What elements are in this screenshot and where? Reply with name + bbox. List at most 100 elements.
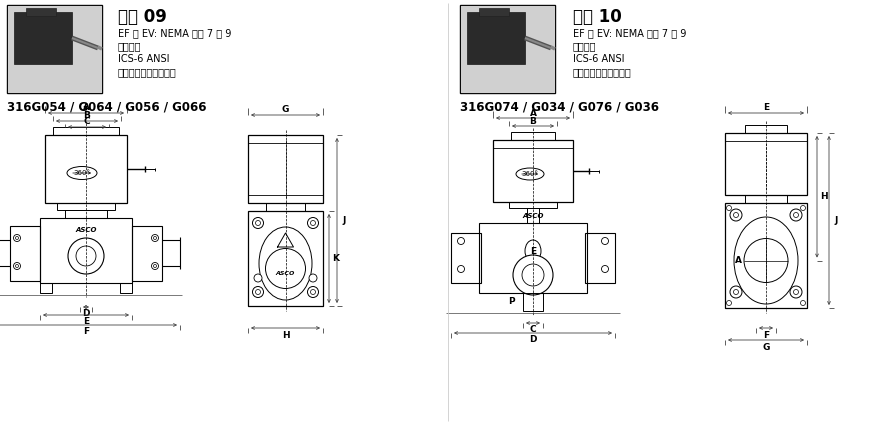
Bar bbox=[527, 208, 539, 223]
Bar bbox=[65, 210, 107, 218]
Bar bbox=[725, 203, 807, 308]
Text: ICS-6 ANSI: ICS-6 ANSI bbox=[118, 54, 169, 64]
Text: ASCO: ASCO bbox=[522, 213, 544, 219]
Circle shape bbox=[727, 206, 731, 210]
Ellipse shape bbox=[67, 167, 97, 179]
Text: A: A bbox=[735, 256, 742, 265]
Text: G: G bbox=[762, 343, 770, 351]
Text: ASCO: ASCO bbox=[75, 227, 97, 233]
Text: J: J bbox=[834, 216, 838, 225]
Circle shape bbox=[790, 209, 802, 221]
Text: 类型 10: 类型 10 bbox=[573, 8, 622, 26]
Circle shape bbox=[458, 265, 464, 273]
Bar bbox=[461, 6, 554, 92]
Circle shape bbox=[727, 301, 731, 306]
Bar bbox=[248, 135, 323, 203]
Circle shape bbox=[734, 290, 738, 295]
Text: A: A bbox=[82, 103, 90, 112]
Circle shape bbox=[458, 237, 464, 245]
Circle shape bbox=[794, 212, 798, 218]
Circle shape bbox=[255, 220, 261, 226]
Circle shape bbox=[309, 274, 317, 282]
Bar bbox=[479, 223, 587, 293]
Bar bbox=[745, 195, 787, 203]
Circle shape bbox=[15, 265, 19, 268]
Bar bbox=[26, 8, 56, 16]
Text: EF 和 EV: NEMA 型式 7 和 9: EF 和 EV: NEMA 型式 7 和 9 bbox=[573, 28, 686, 38]
Text: 316G074 / G034 / G076 / G036: 316G074 / G034 / G076 / G036 bbox=[460, 100, 659, 113]
Bar bbox=[460, 5, 555, 93]
Bar bbox=[509, 202, 557, 208]
Text: D: D bbox=[530, 335, 537, 344]
Text: E: E bbox=[530, 246, 536, 256]
Bar bbox=[45, 135, 127, 203]
Circle shape bbox=[794, 290, 798, 295]
Text: 360°: 360° bbox=[73, 170, 90, 176]
Text: H: H bbox=[281, 330, 289, 340]
Text: 注：只适用于电磁线圈: 注：只适用于电磁线圈 bbox=[573, 67, 632, 77]
Circle shape bbox=[13, 234, 21, 242]
Bar bbox=[511, 132, 555, 140]
Bar bbox=[132, 226, 162, 281]
Text: B: B bbox=[530, 117, 537, 126]
Circle shape bbox=[734, 212, 738, 218]
Bar bbox=[14, 12, 72, 64]
Circle shape bbox=[311, 290, 315, 295]
Circle shape bbox=[730, 286, 742, 298]
Ellipse shape bbox=[259, 227, 312, 300]
Circle shape bbox=[253, 218, 263, 229]
Text: 注：只适用于电磁线圈: 注：只适用于电磁线圈 bbox=[118, 67, 177, 77]
Bar bbox=[725, 133, 807, 195]
Bar bbox=[585, 233, 615, 283]
Circle shape bbox=[151, 234, 159, 242]
Text: K: K bbox=[332, 254, 340, 263]
Circle shape bbox=[311, 220, 315, 226]
Bar bbox=[53, 127, 119, 135]
Bar bbox=[745, 125, 787, 133]
Bar bbox=[479, 8, 509, 16]
Circle shape bbox=[13, 262, 21, 270]
Text: 树脂浇封: 树脂浇封 bbox=[573, 41, 597, 51]
Circle shape bbox=[68, 238, 104, 274]
Bar bbox=[8, 6, 101, 92]
Bar bbox=[451, 233, 481, 283]
Circle shape bbox=[513, 255, 553, 295]
Text: P: P bbox=[508, 298, 514, 307]
Circle shape bbox=[265, 248, 306, 288]
Bar bbox=[248, 211, 323, 306]
Text: F: F bbox=[762, 330, 769, 340]
Text: B: B bbox=[83, 112, 90, 120]
Bar bbox=[57, 203, 115, 210]
Circle shape bbox=[744, 238, 788, 282]
Text: ASCO: ASCO bbox=[276, 271, 295, 276]
Circle shape bbox=[15, 237, 19, 240]
Text: 类型 09: 类型 09 bbox=[118, 8, 167, 26]
Text: H: H bbox=[820, 192, 828, 201]
Circle shape bbox=[522, 264, 544, 286]
Text: G: G bbox=[282, 106, 289, 114]
Circle shape bbox=[76, 246, 96, 266]
Ellipse shape bbox=[516, 168, 544, 180]
Circle shape bbox=[307, 218, 318, 229]
Circle shape bbox=[253, 287, 263, 298]
Text: F: F bbox=[83, 327, 89, 337]
Text: E: E bbox=[762, 103, 769, 112]
Bar bbox=[493, 140, 573, 202]
Text: J: J bbox=[342, 216, 346, 225]
Circle shape bbox=[255, 290, 261, 295]
Circle shape bbox=[254, 274, 262, 282]
Text: EF 和 EV: NEMA 型式 7 和 9: EF 和 EV: NEMA 型式 7 和 9 bbox=[118, 28, 231, 38]
Text: A: A bbox=[530, 109, 537, 117]
Bar bbox=[7, 5, 102, 93]
Circle shape bbox=[601, 265, 608, 273]
Circle shape bbox=[800, 301, 806, 306]
Circle shape bbox=[601, 237, 608, 245]
Circle shape bbox=[800, 206, 806, 210]
Ellipse shape bbox=[525, 240, 541, 262]
Bar bbox=[523, 293, 543, 311]
Circle shape bbox=[730, 209, 742, 221]
Bar bbox=[10, 226, 40, 281]
Circle shape bbox=[307, 287, 318, 298]
Text: ICS-6 ANSI: ICS-6 ANSI bbox=[573, 54, 625, 64]
Circle shape bbox=[153, 265, 157, 268]
